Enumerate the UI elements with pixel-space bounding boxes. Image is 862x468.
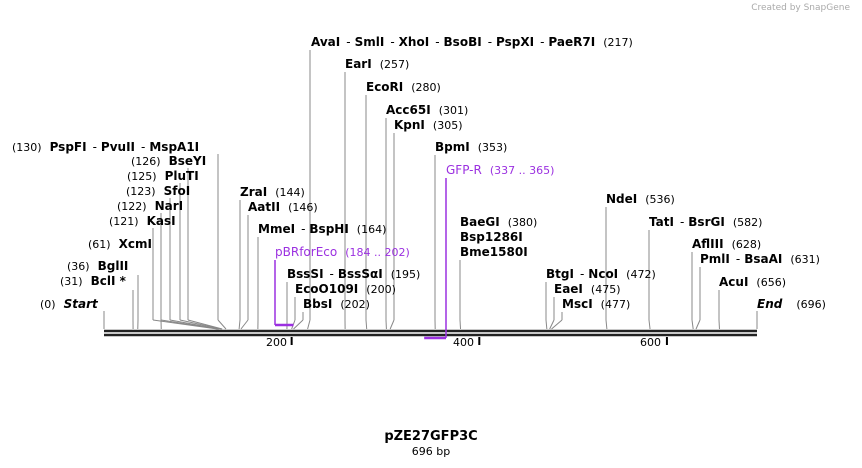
site-line <box>389 319 395 330</box>
tick-label-400: 400 <box>453 336 474 349</box>
site-pmli[interactable]: PmlI - BsaAI (631) <box>700 252 820 266</box>
site-msci[interactable]: MscI (477) <box>562 297 631 311</box>
site-line <box>459 319 462 330</box>
site-line <box>695 319 701 330</box>
feature-pbrforeco[interactable]: pBRforEco (184 .. 202) <box>275 245 410 259</box>
site-acc65i[interactable]: Acc65I (301) <box>386 103 469 117</box>
site-bseyi[interactable]: (126) BseYI <box>131 154 207 168</box>
site-line <box>545 319 548 330</box>
site-line <box>238 319 241 330</box>
site-line <box>293 319 304 330</box>
tick-label-200: 200 <box>266 336 287 349</box>
site-line <box>169 319 220 330</box>
site-ndei[interactable]: NdeI (536) <box>606 192 675 206</box>
site-pluti[interactable]: (125) PluTI <box>127 169 199 183</box>
site-avai[interactable]: AvaI - SmlI - XhoI - BsoBI - PspXI - PaeR7I (217) <box>311 35 633 49</box>
site-line <box>307 319 311 330</box>
site-eari[interactable]: EarI (257) <box>345 57 410 71</box>
site-line <box>179 319 222 330</box>
site-line <box>648 319 651 330</box>
site-zrai[interactable]: ZraI (144) <box>240 185 305 199</box>
site-tati[interactable]: TatI - BsrGI (582) <box>649 215 763 229</box>
site-xcmi[interactable]: (61) XcmI <box>88 237 152 251</box>
site-btgi[interactable]: BtgI - NcoI (472) <box>546 267 656 281</box>
site-afliii[interactable]: AflIII (628) <box>692 237 762 251</box>
plasmid-name: pZE27GFP3C <box>384 429 478 444</box>
plasmid-length: 696 bp <box>411 445 451 458</box>
site-bme1580i[interactable]: Bme1580I <box>460 245 528 259</box>
site-pspfi[interactable]: (130) PspFI - PvuII - MspA1I <box>12 140 200 154</box>
site-line <box>217 319 227 330</box>
site-kasi[interactable]: (121) KasI <box>109 214 176 228</box>
site-line <box>691 319 694 330</box>
site-mmei[interactable]: MmeI - BspHI (164) <box>258 222 387 236</box>
site-bbsi[interactable]: BbsI (202) <box>303 297 370 311</box>
site-line <box>605 319 608 330</box>
site-baegi[interactable]: BaeGI (380) <box>460 215 538 229</box>
site-bsssi[interactable]: BssSI - BssSαI (195) <box>287 267 421 281</box>
site-line <box>551 319 563 330</box>
site-acui[interactable]: AcuI (656) <box>719 275 787 289</box>
site-end[interactable]: End (696) <box>757 297 826 311</box>
site-line <box>549 319 555 330</box>
site-kpni[interactable]: KpnI (305) <box>394 118 463 132</box>
site-bglii[interactable]: (36) BglII <box>67 259 129 273</box>
site-aatii[interactable]: AatII (146) <box>248 200 318 214</box>
site-eaei[interactable]: EaeI (475) <box>554 282 621 296</box>
site-line <box>365 319 368 330</box>
feature-gfp-r[interactable]: GFP-R (337 .. 365) <box>446 163 555 177</box>
site-bcli[interactable]: (31) BclI * <box>60 274 126 288</box>
site-bsp1286i[interactable]: Bsp1286I <box>460 230 523 244</box>
site-line <box>187 319 223 330</box>
site-start[interactable]: (0) Start <box>40 297 98 311</box>
site-bpmi[interactable]: BpmI (353) <box>435 140 508 154</box>
site-nari[interactable]: (122) NarI <box>117 199 184 213</box>
site-sfoi[interactable]: (123) SfoI <box>126 184 191 198</box>
site-line <box>240 319 249 330</box>
tick-label-600: 600 <box>640 336 661 349</box>
site-ecoo109i[interactable]: EcoO109I (200) <box>295 282 396 296</box>
snapgene-watermark: Created by SnapGene <box>751 3 850 13</box>
site-ecori[interactable]: EcoRI (280) <box>366 80 441 94</box>
